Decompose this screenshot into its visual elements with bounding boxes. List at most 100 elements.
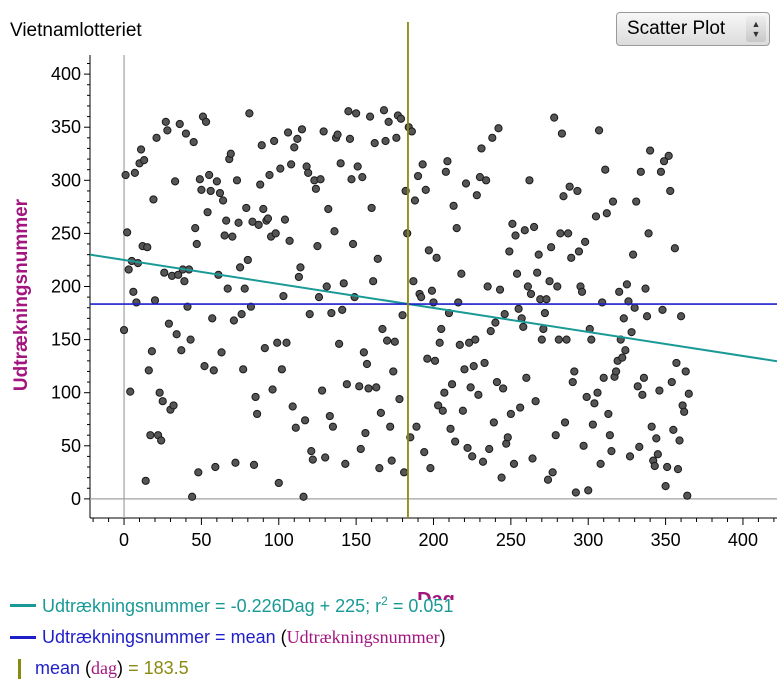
data-point xyxy=(474,390,483,399)
data-point xyxy=(317,386,327,395)
data-point xyxy=(635,442,644,451)
data-point xyxy=(240,284,249,293)
data-point xyxy=(379,106,389,115)
data-point xyxy=(503,433,512,442)
data-point xyxy=(548,468,557,477)
data-point xyxy=(546,243,556,252)
data-point xyxy=(327,308,336,318)
data-point xyxy=(452,223,461,233)
data-point xyxy=(451,437,460,446)
data-point xyxy=(171,177,180,186)
data-point xyxy=(215,188,225,198)
data-point xyxy=(369,277,378,286)
data-point xyxy=(471,335,480,344)
x-tick-label: 400 xyxy=(728,530,758,550)
data-point xyxy=(653,450,662,459)
data-point xyxy=(259,204,268,214)
data-point xyxy=(565,182,574,191)
legend-mean-y-text: Udtrækningsnummer = mean (Udtrækningsnum… xyxy=(42,627,446,647)
data-point xyxy=(271,229,280,238)
data-point xyxy=(655,386,664,395)
data-point xyxy=(390,337,399,346)
y-axis-label: Udtrækningsnummer xyxy=(11,198,32,391)
data-point xyxy=(181,129,191,138)
data-point xyxy=(587,335,596,344)
data-point xyxy=(570,367,579,376)
stepper-icon[interactable]: ▲ ▼ xyxy=(746,16,766,42)
mean-x-line-swatch xyxy=(18,658,21,679)
data-point xyxy=(559,192,568,201)
data-point xyxy=(658,305,667,314)
data-point xyxy=(149,195,158,204)
data-point xyxy=(540,308,550,318)
data-point xyxy=(625,452,635,461)
data-point xyxy=(341,459,350,468)
data-point xyxy=(307,446,316,456)
data-point xyxy=(449,201,458,210)
data-point xyxy=(630,303,639,312)
data-point xyxy=(273,338,282,347)
data-point xyxy=(218,196,228,205)
data-point xyxy=(553,282,562,291)
data-point xyxy=(516,403,525,412)
data-point xyxy=(222,216,231,225)
data-point xyxy=(180,277,189,286)
data-point xyxy=(132,298,141,307)
data-point xyxy=(257,141,266,150)
x-tick-label: 300 xyxy=(573,530,603,550)
data-point xyxy=(188,492,197,501)
data-point xyxy=(611,367,621,376)
data-point xyxy=(338,305,347,314)
data-point xyxy=(220,231,229,240)
data-point xyxy=(376,408,385,417)
data-point xyxy=(226,149,235,158)
data-point xyxy=(348,239,358,249)
data-point xyxy=(556,229,565,238)
data-point xyxy=(124,265,133,274)
data-point xyxy=(389,367,398,376)
data-point xyxy=(512,269,522,278)
data-point xyxy=(499,384,508,393)
data-point xyxy=(647,422,656,431)
data-point xyxy=(543,475,553,484)
data-point xyxy=(629,250,638,259)
data-point xyxy=(641,284,650,293)
y-tick-label: 200 xyxy=(51,277,81,297)
data-point xyxy=(283,128,293,137)
data-point xyxy=(336,159,345,168)
data-point xyxy=(378,324,387,334)
plot-type-select[interactable]: Scatter Plot ▲ ▼ xyxy=(616,12,770,46)
data-point xyxy=(562,335,571,344)
data-point xyxy=(297,125,307,134)
data-point xyxy=(191,223,200,233)
data-point xyxy=(646,146,655,155)
data-point xyxy=(421,185,430,194)
data-point xyxy=(581,237,590,246)
data-point xyxy=(121,170,130,180)
data-point xyxy=(386,422,395,431)
data-point xyxy=(423,354,432,363)
data-point xyxy=(593,388,602,397)
data-point xyxy=(242,203,251,213)
y-tick-label: 150 xyxy=(51,330,81,350)
data-point xyxy=(174,270,183,279)
data-point xyxy=(268,385,277,394)
data-point xyxy=(557,129,567,138)
data-point xyxy=(407,127,416,136)
data-point xyxy=(469,362,478,371)
data-point xyxy=(446,424,455,433)
data-point xyxy=(567,253,576,262)
data-point xyxy=(160,268,169,277)
data-point xyxy=(375,463,384,473)
data-point xyxy=(144,366,153,375)
data-point xyxy=(228,232,237,241)
legend-mean-x: mean (dag) = 183.5 xyxy=(10,658,189,679)
data-point xyxy=(599,373,608,382)
data-point xyxy=(308,455,317,464)
data-point xyxy=(537,335,546,344)
data-point xyxy=(412,422,421,431)
data-point xyxy=(573,186,582,196)
data-point xyxy=(472,191,481,200)
x-tick-label: 250 xyxy=(496,530,526,550)
data-point xyxy=(656,167,666,176)
